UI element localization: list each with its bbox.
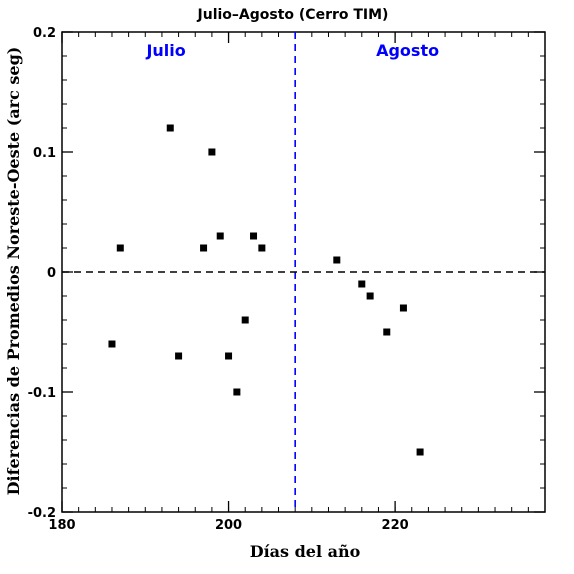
data-point (416, 448, 424, 456)
data-point (216, 232, 224, 240)
data-point (383, 328, 391, 336)
data-point (225, 352, 233, 360)
y-axis-title: Diferencias de Promedios Noreste-Oeste (… (4, 47, 23, 496)
data-point (108, 340, 116, 348)
data-point (241, 316, 249, 324)
data-point (175, 352, 183, 360)
chart-title: Julio–Agosto (Cerro TIM) (197, 7, 389, 23)
x-tick-label: 200 (215, 518, 242, 533)
y-tick-label: 0.1 (33, 146, 56, 161)
x-tick-label: 180 (48, 518, 75, 533)
data-point (358, 280, 366, 288)
data-point (366, 292, 374, 300)
data-point (258, 244, 266, 252)
region-label-julio: Julio (145, 41, 185, 60)
data-point (233, 388, 241, 396)
x-tick-labels: 180 200 220 (48, 518, 408, 533)
data-point (250, 232, 258, 240)
data-point (399, 304, 407, 312)
y-tick-labels: -0.2 -0.1 0 0.1 0.2 (28, 26, 56, 521)
region-label-agosto: Agosto (376, 41, 439, 60)
y-tick-label: -0.2 (28, 506, 56, 521)
region-labels: Julio Agosto (145, 41, 439, 60)
data-points (108, 124, 424, 456)
y-tick-label: 0 (47, 266, 56, 281)
data-point (166, 124, 174, 132)
y-tick-label: 0.2 (33, 26, 56, 41)
data-point (116, 244, 124, 252)
x-tick-label: 220 (382, 518, 409, 533)
data-point (208, 148, 216, 156)
data-point (333, 256, 341, 264)
y-tick-label: -0.1 (28, 386, 56, 401)
x-axis-title: Días del año (250, 542, 361, 561)
data-point (200, 244, 208, 252)
major-ticks (61, 31, 545, 513)
reference-lines (62, 32, 545, 512)
